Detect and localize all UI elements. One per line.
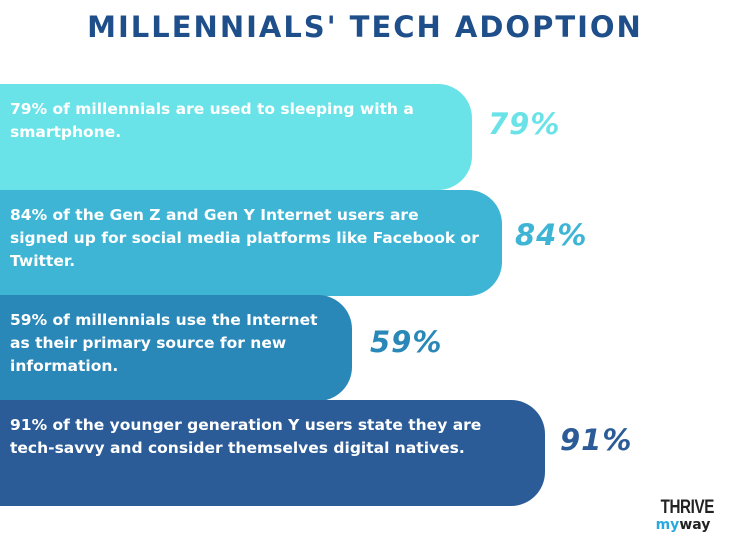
- bar-3: 59% of millennials use the Internet as t…: [0, 295, 352, 401]
- bar-value-label: 59%: [370, 325, 443, 359]
- bar-2: 84% of the Gen Z and Gen Y Internet user…: [0, 190, 502, 296]
- logo-way: way: [679, 517, 711, 533]
- bar-value-label: 91%: [560, 423, 633, 457]
- bar-text: 59% of millennials use the Internet as t…: [10, 311, 318, 375]
- bar-1: 79% of millennials are used to sleeping …: [0, 84, 472, 190]
- bar-4: 91% of the younger generation Y users st…: [0, 400, 545, 506]
- bar-value-label: 79%: [488, 107, 561, 141]
- bar-text: 84% of the Gen Z and Gen Y Internet user…: [10, 206, 479, 270]
- thrive-my-way-logo: THRIVE myway: [655, 497, 715, 533]
- bar-text: 91% of the younger generation Y users st…: [10, 416, 482, 457]
- page-title: MILLENNIALS' TECH ADOPTION: [87, 10, 643, 44]
- bar-value-label: 84%: [515, 218, 588, 252]
- logo-my: my: [655, 517, 680, 533]
- bar-text: 79% of millennials are used to sleeping …: [10, 100, 414, 141]
- logo-thrive: THRIVE: [660, 497, 715, 518]
